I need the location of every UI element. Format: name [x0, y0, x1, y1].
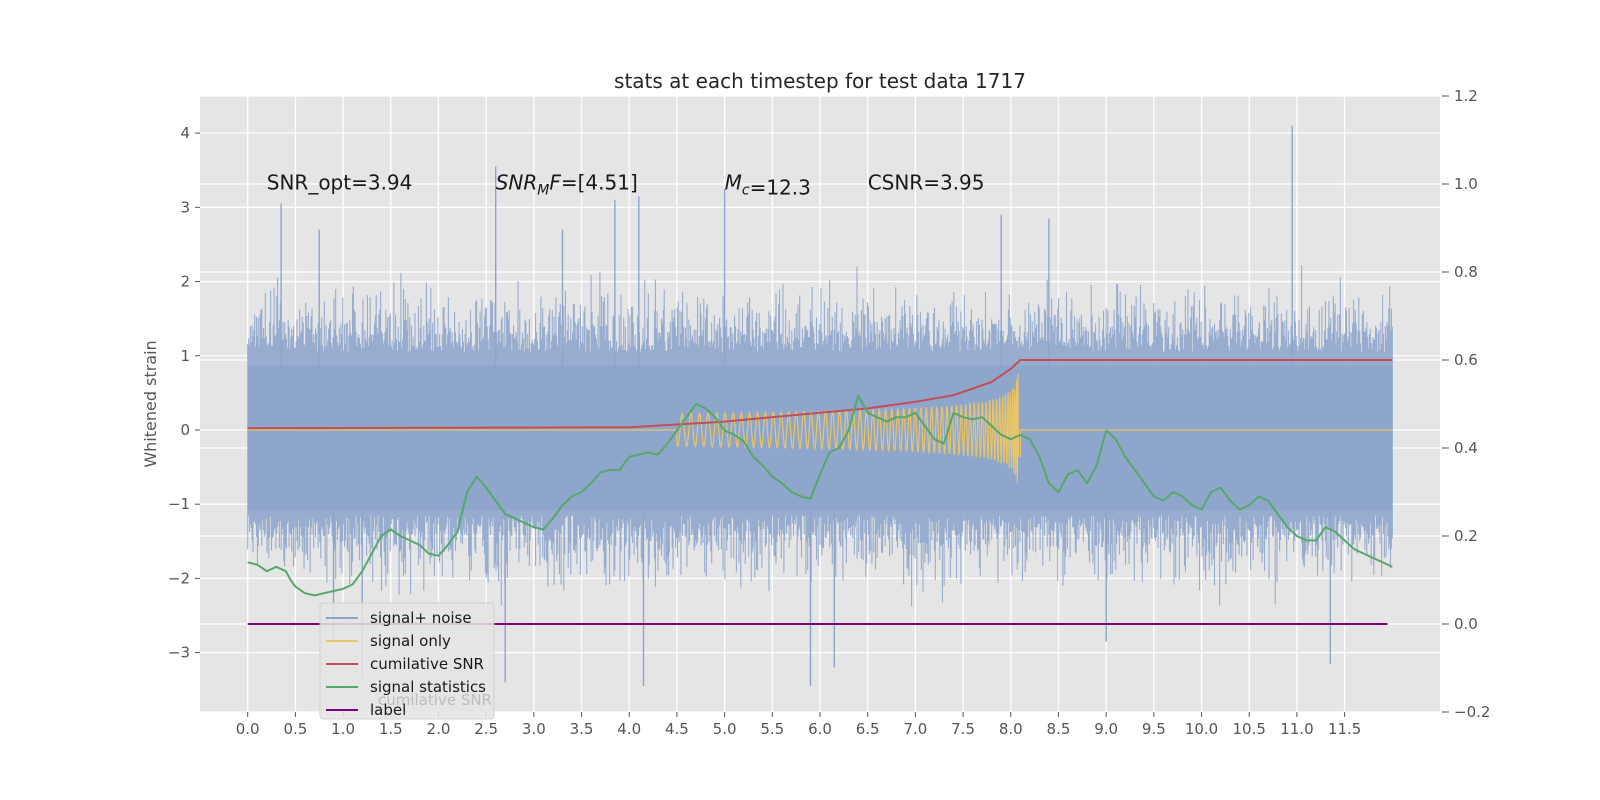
y-tick-label: 0 [180, 421, 190, 439]
x-tick-label: 6.0 [808, 720, 832, 738]
legend-label: label [370, 701, 406, 719]
noise-peaks [280, 125, 1331, 686]
x-tick-label: 9.0 [1094, 720, 1118, 738]
chart-title: stats at each timestep for test data 171… [614, 69, 1026, 93]
series-signal-plus-noise [247, 125, 1393, 686]
x-tick-label: 4.5 [665, 720, 689, 738]
y2-tick-label: 1.2 [1454, 87, 1478, 105]
annotation-2: Mc=12.3 [725, 170, 811, 199]
annotation-3: CSNR=3.95 [868, 170, 985, 194]
y-tick-label: 3 [180, 198, 190, 216]
legend-box [319, 602, 495, 720]
x-tick-label: 6.5 [856, 720, 880, 738]
annotations: SNR_opt=3.94 SNRMF=[4.51] Mc=12.3 CSNR=3.95 [267, 170, 985, 199]
series-line-cumilative-snr [247, 359, 1393, 430]
legend-label: signal only [370, 632, 451, 650]
x-tick-label: 0.0 [236, 720, 260, 738]
annotation-1: SNRMF=[4.51] [496, 170, 638, 198]
x-tick-label: 0.5 [283, 720, 307, 738]
x-tick-label: 11.5 [1328, 720, 1361, 738]
annotation-0: SNR_opt=3.94 [267, 170, 413, 194]
y2-tick-label: 0.8 [1454, 263, 1478, 281]
x-tick-label: 1.5 [379, 720, 403, 738]
x-tick-label: 9.5 [1142, 720, 1166, 738]
y2-tick-label: 0.6 [1454, 351, 1478, 369]
axes: 0.0 0.5 1.0 1.5 2.0 2.5 3.0 3.5 4.0 4.5 5.0 5.5 6.0 6… [168, 87, 1491, 738]
x-tick-label: 7.5 [951, 720, 975, 738]
x-tick-label: 1.0 [331, 720, 355, 738]
x-tick-label: 11.0 [1280, 720, 1313, 738]
y-tick-label: 2 [180, 273, 190, 291]
legend-label: signal+ noise [370, 609, 472, 627]
series-line-signal-statistics [247, 394, 1393, 597]
y-tick-label: 4 [180, 124, 190, 142]
series-signal-only [247, 373, 1393, 484]
legend: cumilative SNR signal+ noise signal only cu… [319, 602, 495, 720]
chirp-trace [247, 373, 1393, 484]
x-tick-label: 4.0 [617, 720, 641, 738]
x-tick-label: 10.0 [1185, 720, 1218, 738]
y2-tick-label: 0.4 [1454, 439, 1478, 457]
x-tick-label: 2.5 [474, 720, 498, 738]
y2-tick-label: 1.0 [1454, 175, 1478, 193]
y2-tick-label: 0.0 [1454, 615, 1478, 633]
x-tick-label: 7.0 [903, 720, 927, 738]
legend-overlap-text: cumilative SNR [378, 691, 492, 709]
legend-label: cumilative SNR [370, 655, 484, 673]
x-tick-label: 5.0 [713, 720, 737, 738]
y2-tick-label: −0.2 [1454, 703, 1490, 721]
y-axis-label: Whitened strain [141, 340, 160, 467]
x-tick-label: 3.5 [570, 720, 594, 738]
y-tick-label: 1 [180, 347, 190, 365]
x-tick-label: 8.0 [999, 720, 1023, 738]
y2-tick-label: 0.2 [1454, 527, 1478, 545]
x-tick-label: 3.0 [522, 720, 546, 738]
y-tick-label: −2 [168, 569, 190, 587]
x-tick-label: 5.5 [760, 720, 784, 738]
x-tick-label: 2.0 [427, 720, 451, 738]
x-tick-label: 8.5 [1047, 720, 1071, 738]
x-tick-label: 10.5 [1233, 720, 1266, 738]
legend-label: signal statistics [370, 678, 486, 696]
y-tick-label: −3 [168, 644, 190, 662]
y-tick-label: −1 [168, 495, 190, 513]
